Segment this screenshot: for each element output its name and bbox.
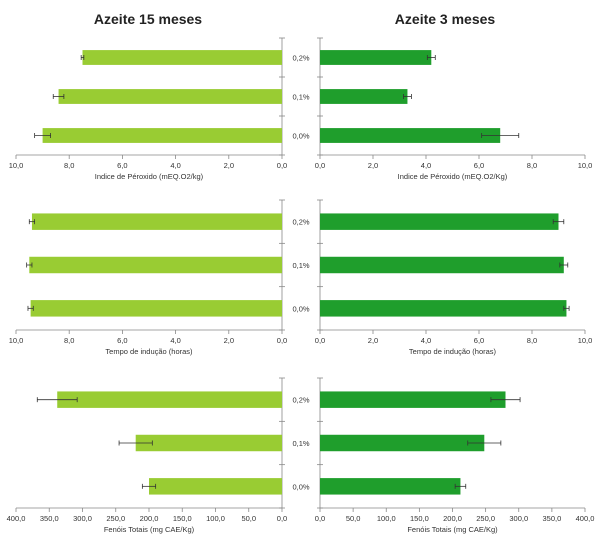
x-tick-label: 400,0	[576, 514, 595, 523]
x-tick-label: 200,0	[140, 514, 159, 523]
x-tick-label: 0,0	[315, 336, 325, 345]
x-tick-label: 50,0	[241, 514, 256, 523]
bar	[320, 478, 461, 495]
bar	[82, 50, 282, 65]
category-label: 0,2%	[292, 54, 309, 63]
x-axis-label: Fenóis Totais (mg CAE/Kg)	[104, 525, 195, 534]
bar	[30, 300, 282, 317]
x-tick-label: 4,0	[421, 336, 431, 345]
chart-panel-2: 10,0 8,0 6,0 4,0 2,0 0,0 Tempo de indução (hor…	[9, 199, 287, 356]
category-label: 0,0%	[292, 132, 309, 141]
x-axis-label: Fenóis Totais (mg CAE/Kg)	[407, 525, 498, 534]
chart-panel-0: 10,0 8,0 6,0 4,0 2,0 0,0 Indice de Péroxido (m…	[9, 37, 287, 181]
category-label: 0,1%	[292, 439, 309, 448]
x-tick-label: 6,0	[474, 161, 484, 170]
chart-panels: 10,0 8,0 6,0 4,0 2,0 0,0 Indice de Péroxido (m…	[7, 37, 595, 534]
x-tick-label: 150,0	[173, 514, 192, 523]
x-tick-label: 6,0	[117, 336, 127, 345]
x-tick-label: 150,0	[410, 514, 429, 523]
x-tick-label: 10,0	[578, 336, 593, 345]
chart-panel-1: 0,0 2,0 4,0 6,0 8,0 10,0 Indice de Péroxido (m…	[292, 37, 593, 181]
x-tick-label: 4,0	[421, 161, 431, 170]
chart-panel-5: 0,0 50,0 100,0 150,0 200,0 250,0 300,0 350,0 400…	[292, 377, 595, 534]
bar	[320, 300, 567, 317]
x-tick-label: 10,0	[9, 336, 24, 345]
category-label: 0,1%	[292, 93, 309, 102]
x-tick-label: 50,0	[346, 514, 361, 523]
bar	[320, 391, 506, 408]
x-tick-label: 0,0	[277, 514, 287, 523]
x-tick-label: 100,0	[206, 514, 225, 523]
bar	[42, 128, 282, 143]
bar	[31, 213, 283, 230]
x-axis-label: Indice de Péroxido (mEQ.O2/kg)	[95, 172, 204, 181]
x-axis-label: Indice de Péroxido (mEQ.O2/Kg)	[398, 172, 508, 181]
x-tick-label: 300,0	[509, 514, 528, 523]
x-tick-label: 2,0	[368, 161, 378, 170]
bar	[57, 391, 283, 408]
title-right: Azeite 3 meses	[395, 11, 496, 27]
x-tick-label: 4,0	[170, 161, 180, 170]
category-label: 0,0%	[292, 482, 309, 491]
x-tick-label: 0,0	[315, 514, 325, 523]
x-tick-label: 2,0	[224, 336, 234, 345]
category-label: 0,1%	[292, 261, 309, 270]
x-tick-label: 8,0	[527, 336, 537, 345]
x-tick-label: 2,0	[224, 161, 234, 170]
chart-panel-3: 0,0 2,0 4,0 6,0 8,0 10,0 Tempo de indução (hor…	[292, 199, 593, 356]
x-axis-label: Tempo de indução (horas)	[409, 347, 497, 356]
category-label: 0,2%	[292, 396, 309, 405]
x-tick-label: 300,0	[73, 514, 92, 523]
bar	[58, 89, 283, 104]
x-tick-label: 350,0	[542, 514, 561, 523]
x-tick-label: 6,0	[474, 336, 484, 345]
x-tick-label: 6,0	[117, 161, 127, 170]
x-axis-label: Tempo de indução (horas)	[105, 347, 193, 356]
x-tick-label: 350,0	[40, 514, 59, 523]
title-left: Azeite 15 meses	[94, 11, 202, 27]
bar	[320, 128, 501, 143]
bar	[320, 89, 408, 104]
x-tick-label: 10,0	[9, 161, 24, 170]
x-tick-label: 100,0	[377, 514, 396, 523]
x-tick-label: 8,0	[64, 336, 74, 345]
bar	[29, 256, 282, 274]
x-tick-label: 2,0	[368, 336, 378, 345]
x-tick-label: 4,0	[170, 336, 180, 345]
bar	[320, 434, 485, 452]
x-tick-label: 8,0	[527, 161, 537, 170]
x-tick-label: 250,0	[476, 514, 495, 523]
x-tick-label: 0,0	[277, 161, 287, 170]
x-tick-label: 200,0	[443, 514, 462, 523]
bar	[149, 478, 282, 495]
x-tick-label: 0,0	[315, 161, 325, 170]
category-label: 0,2%	[292, 218, 309, 227]
x-tick-label: 400,0	[7, 514, 26, 523]
x-tick-label: 0,0	[277, 336, 287, 345]
x-tick-label: 8,0	[64, 161, 74, 170]
bar	[320, 213, 559, 230]
bar	[320, 256, 564, 274]
bar	[320, 50, 432, 65]
x-tick-label: 250,0	[106, 514, 125, 523]
chart-panel-4: 400,0 350,0 300,0 250,0 200,0 150,0 100,0 50,0 0…	[7, 377, 287, 534]
category-label: 0,0%	[292, 304, 309, 313]
x-tick-label: 10,0	[578, 161, 593, 170]
bar	[135, 434, 282, 452]
